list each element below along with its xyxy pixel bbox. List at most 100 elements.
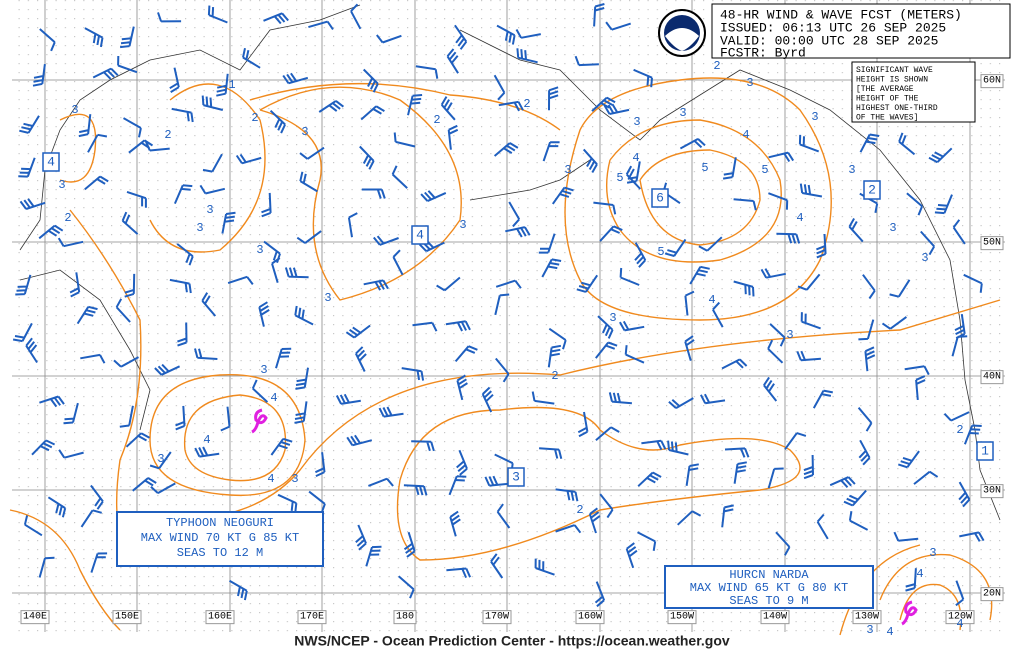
wind-barb (595, 426, 620, 442)
labels: 140E 150E 160E 170E 180 170W 160W 150W 140W 130W 1… (20, 59, 1004, 639)
note-line: HIGHEST ONE-THIRD (856, 104, 938, 113)
wind-barb (282, 72, 309, 85)
wind-barb (199, 184, 226, 195)
wind-barb (150, 482, 176, 494)
wind-barb (951, 335, 968, 357)
wind-barb (955, 580, 965, 607)
wind-barb (784, 432, 807, 450)
wind-barb (597, 315, 614, 339)
wind-barb (760, 268, 786, 279)
wind-barb (126, 190, 147, 208)
storm-name: HURCN NARDA (729, 568, 809, 582)
wind-barb (69, 272, 81, 298)
wind-barb (39, 395, 65, 408)
wind-barb (295, 367, 309, 390)
wind-barb (555, 524, 582, 534)
wind-barb (19, 198, 46, 210)
wind-barb (154, 363, 181, 376)
wind-barb (481, 386, 494, 413)
wind-barb (169, 278, 192, 294)
wind-barb (897, 450, 920, 469)
wind-barb (763, 376, 778, 402)
wind-barb (446, 567, 472, 579)
wind-barb (700, 393, 726, 405)
wind-barb (314, 452, 326, 478)
wind-barb (664, 238, 687, 257)
noaa-logo (658, 9, 706, 57)
wind-barb (157, 12, 182, 23)
wind-barb (294, 305, 314, 326)
wind-barb (721, 504, 734, 528)
wind-barb (599, 225, 623, 242)
wind-barb (848, 218, 864, 243)
wind-barb (401, 367, 425, 381)
contour-label: 3 (811, 110, 818, 124)
contour-label: 3 (260, 363, 267, 377)
wind-barb (90, 552, 108, 573)
wind-barb (484, 475, 510, 487)
wind-barb (516, 48, 538, 64)
wind-barb (78, 114, 92, 138)
wind-barb (235, 153, 262, 165)
lon-label: 140E (23, 612, 47, 623)
wind-barb (952, 219, 966, 245)
lon-label: 180 (396, 612, 414, 623)
wind-barb (456, 374, 468, 401)
contour-label: 1 (228, 78, 235, 92)
wind-barb (493, 74, 506, 101)
lat-label-box (980, 74, 1004, 89)
wind-barb (496, 503, 511, 529)
wind-barb (767, 467, 784, 489)
wind-barb (90, 484, 104, 510)
wind-barb (454, 345, 478, 363)
wind-barb (898, 132, 916, 156)
wind-barb (963, 424, 982, 445)
wind-barb (958, 481, 971, 508)
wind-barb (625, 542, 638, 569)
contour-label: 3 (459, 218, 466, 232)
wind-barb (202, 153, 223, 173)
wind-barb (608, 392, 632, 405)
wind-barb (420, 190, 447, 203)
wind-barb (637, 471, 662, 487)
wind-barb (38, 224, 64, 240)
boxed-value-frame (42, 152, 60, 172)
wind-barb (858, 439, 871, 466)
contour-label: 5 (761, 163, 768, 177)
boxed-value: 4 (47, 154, 55, 169)
wind-barb (415, 65, 439, 79)
footer: NWS/NCEP - Ocean Prediction Center - htt… (294, 633, 730, 649)
wind-barb (515, 29, 541, 39)
contour-label: 4 (270, 391, 277, 405)
note-box (851, 61, 976, 123)
wind-barb (201, 292, 217, 317)
wind-barb (221, 211, 236, 234)
wind-barb (25, 337, 38, 364)
contour-label: 3 (291, 472, 298, 486)
wind-barb (494, 293, 510, 316)
storm-wind: MAX WIND 65 KT G 80 KT (690, 581, 848, 595)
wind-barb (117, 55, 138, 74)
wind-barb (724, 447, 750, 458)
wind-barb (176, 243, 194, 266)
wind-barb (373, 235, 399, 246)
wind-barb (32, 63, 46, 87)
wind-barb (363, 279, 389, 291)
wind-barb (359, 145, 375, 170)
contour-label: 3 (921, 251, 928, 265)
contour-label: 4 (916, 567, 923, 581)
wind-barb (641, 439, 667, 451)
wind-barb (812, 389, 833, 409)
wind-barb (269, 109, 287, 134)
wind-barb (398, 575, 415, 599)
wind-barb (776, 232, 801, 244)
wind-barb (393, 132, 416, 148)
wind-barb (684, 335, 695, 361)
wind-barb (539, 447, 563, 460)
wind-barb (689, 265, 710, 285)
wind-barb (113, 356, 139, 368)
contour-label: 4 (632, 151, 639, 165)
lat-label: 20N (983, 589, 1001, 600)
graticule (12, 0, 1005, 632)
wind-barb (261, 192, 272, 218)
